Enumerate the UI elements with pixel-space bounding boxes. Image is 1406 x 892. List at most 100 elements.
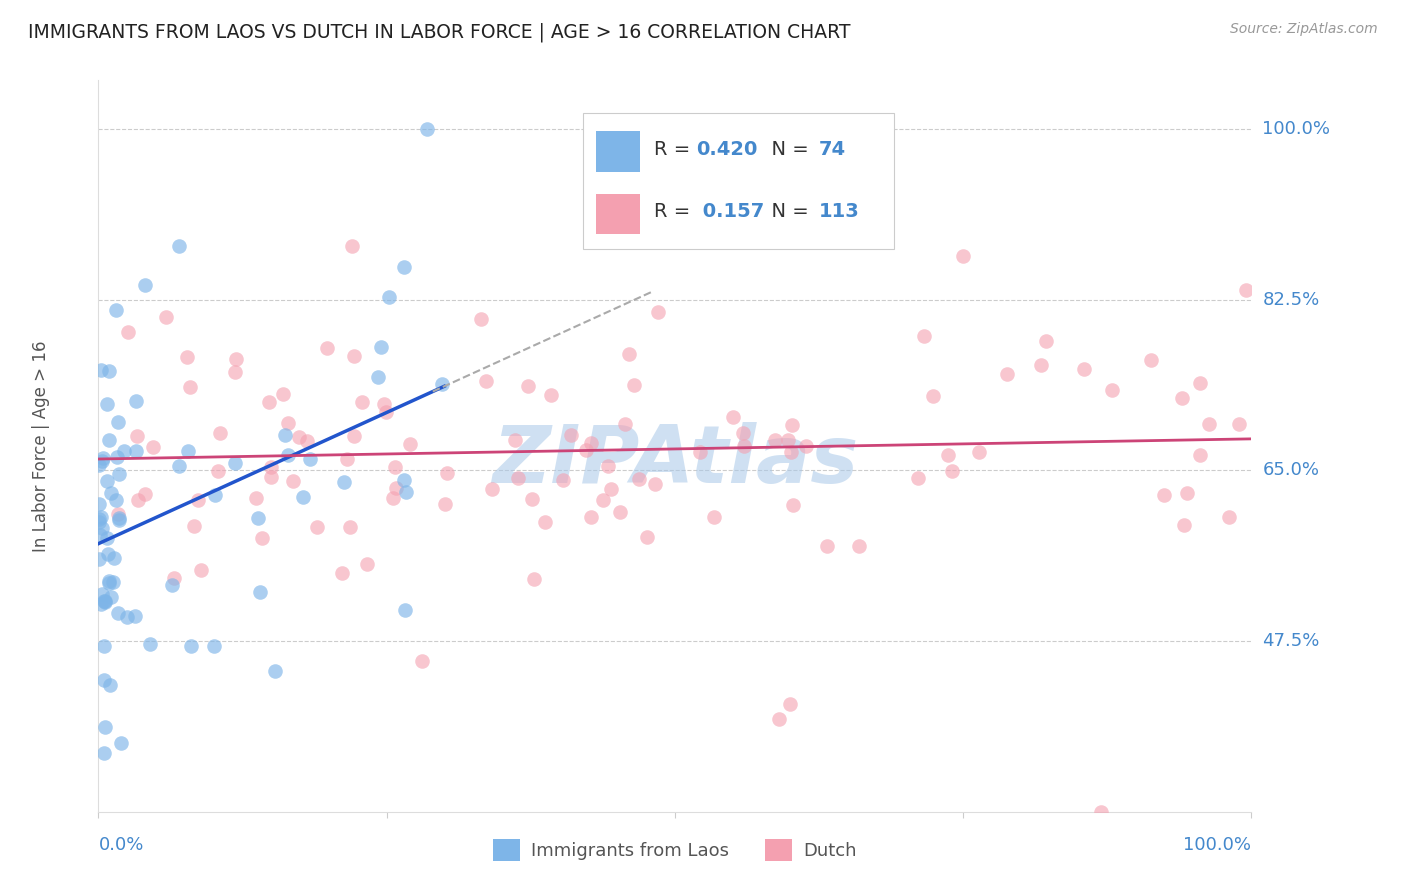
Point — [162, 578, 184, 592]
Point — [187, 492, 209, 507]
Point — [108, 513, 131, 527]
Point — [134, 487, 156, 501]
FancyBboxPatch shape — [582, 113, 894, 249]
Point — [780, 445, 803, 459]
Point — [97, 547, 120, 561]
Point — [96, 531, 118, 545]
Point — [107, 507, 129, 521]
Point — [907, 470, 929, 484]
Point — [815, 539, 838, 553]
Point — [370, 340, 392, 354]
Point — [202, 639, 225, 653]
Point — [93, 594, 115, 608]
Point — [782, 499, 804, 513]
Point — [180, 639, 202, 653]
Point — [288, 430, 311, 444]
Point — [98, 678, 121, 692]
Text: Source: ZipAtlas.com: Source: ZipAtlas.com — [1230, 22, 1378, 37]
Point — [274, 428, 297, 442]
Point — [1234, 283, 1257, 297]
Point — [90, 363, 112, 377]
Text: 0.157: 0.157 — [696, 202, 763, 221]
Point — [103, 550, 125, 565]
Point — [1198, 417, 1220, 432]
Point — [98, 574, 121, 588]
Point — [305, 520, 328, 534]
FancyBboxPatch shape — [596, 131, 640, 171]
Point — [540, 388, 562, 402]
Point — [93, 593, 115, 607]
Point — [394, 603, 416, 617]
Point — [127, 429, 149, 443]
Point — [575, 443, 598, 458]
Point — [922, 389, 945, 403]
Point — [283, 474, 305, 488]
Point — [523, 572, 546, 586]
Point — [374, 405, 396, 419]
Point — [87, 512, 110, 526]
Point — [505, 433, 527, 447]
Point — [481, 482, 503, 496]
Point — [392, 260, 415, 274]
Point — [1090, 805, 1112, 819]
Point — [105, 303, 128, 318]
Point — [245, 491, 267, 505]
Point — [382, 491, 405, 505]
Point — [1031, 358, 1053, 372]
Point — [101, 574, 124, 589]
Point — [731, 426, 754, 441]
Point — [90, 510, 112, 524]
Point — [97, 363, 120, 377]
Point — [224, 365, 246, 379]
Point — [179, 380, 201, 394]
Point — [395, 485, 418, 500]
Point — [295, 434, 318, 448]
Text: R =: R = — [654, 140, 696, 160]
Point — [778, 433, 800, 447]
Text: 0.0%: 0.0% — [98, 836, 143, 855]
Point — [1218, 510, 1240, 524]
Point — [94, 720, 117, 734]
Point — [779, 200, 801, 214]
Point — [260, 459, 283, 474]
Point — [90, 597, 112, 611]
Point — [330, 566, 353, 580]
Point — [416, 122, 439, 136]
Point — [592, 492, 614, 507]
Text: 65.0%: 65.0% — [1263, 461, 1319, 479]
Point — [967, 444, 990, 458]
Point — [1188, 448, 1211, 462]
Point — [96, 474, 118, 488]
Point — [600, 483, 623, 497]
Point — [377, 290, 399, 304]
Point — [89, 527, 111, 541]
Point — [763, 433, 786, 447]
Point — [470, 311, 492, 326]
Point — [1175, 486, 1198, 500]
Point — [98, 434, 121, 448]
Point — [277, 417, 299, 431]
Point — [644, 477, 666, 491]
Point — [299, 452, 322, 467]
Point — [94, 595, 117, 609]
Point — [647, 305, 669, 319]
Point — [385, 481, 408, 495]
Point — [138, 637, 160, 651]
Point — [183, 518, 205, 533]
Point — [394, 473, 416, 487]
Point — [177, 443, 200, 458]
Point — [134, 278, 156, 293]
Point — [250, 531, 273, 545]
Point — [619, 346, 641, 360]
Point — [87, 458, 110, 472]
Point — [1173, 518, 1195, 533]
Point — [598, 459, 620, 474]
Point — [125, 444, 148, 458]
Point — [207, 464, 229, 478]
Text: In Labor Force | Age > 16: In Labor Force | Age > 16 — [32, 340, 49, 552]
Point — [167, 458, 190, 473]
Text: R =: R = — [654, 202, 696, 221]
Point — [224, 456, 246, 470]
Point — [112, 443, 135, 458]
Point — [614, 417, 637, 431]
